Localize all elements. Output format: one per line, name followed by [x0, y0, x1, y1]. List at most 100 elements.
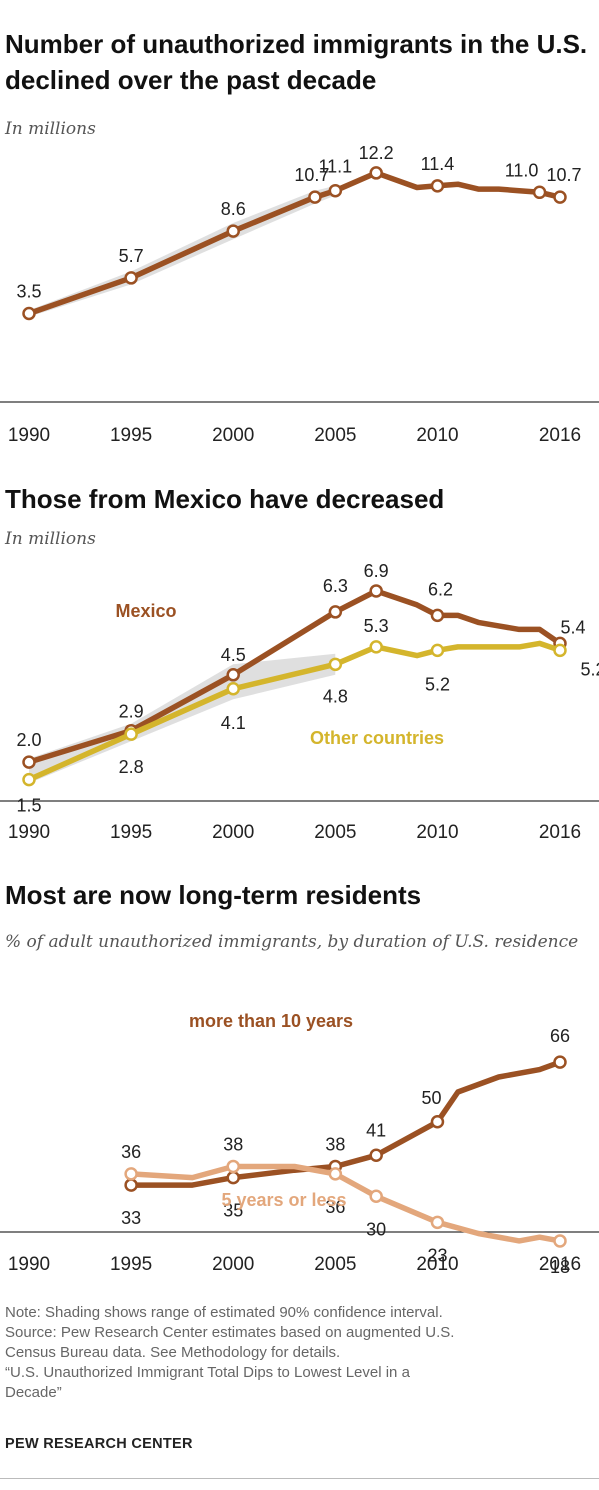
- chart-2-subtitle: In millions: [5, 529, 96, 549]
- series-line-long_term: [128, 1059, 563, 1188]
- x-tick-label: 2000: [212, 425, 254, 446]
- data-point-total: [226, 224, 240, 238]
- chart-2-title: Those from Mexico have decreased: [5, 484, 445, 514]
- data-point-other: [226, 682, 240, 696]
- x-tick-label: 2010: [416, 1254, 458, 1275]
- chart-3-duration: 1990 1995 2000 2005 2010 2016 33 35 38 41 50 66 more…: [0, 1011, 599, 1277]
- data-point-short_term: [553, 1234, 567, 1248]
- data-label-other: 1.5: [16, 796, 41, 816]
- data-label-total: 5.7: [119, 246, 144, 266]
- data-label-total: 10.7: [294, 165, 329, 185]
- data-point-short_term: [226, 1159, 240, 1174]
- data-point-long_term: [430, 1115, 445, 1129]
- data-label-other: 5.3: [364, 616, 389, 636]
- data-point-short_term: [430, 1215, 445, 1230]
- x-tick-label: 1990: [8, 1254, 50, 1275]
- footnotes: Note: Shading shows range of estimated 9…: [5, 1303, 590, 1403]
- data-label-short_term: 36: [325, 1197, 345, 1217]
- data-point-other: [22, 772, 36, 787]
- x-tick-label: 2000: [212, 822, 254, 843]
- data-label-short_term: 38: [223, 1134, 243, 1154]
- data-point-total: [124, 271, 138, 285]
- data-label-short_term: 18: [550, 1257, 570, 1277]
- x-tick-label: 1995: [110, 822, 152, 843]
- report-title-line-2: Decade”: [5, 1384, 62, 1401]
- data-label-short_term: 23: [427, 1245, 447, 1265]
- chart-1-total: 1990 1995 2000 2005 2010 20163.55.78.610.711.…: [0, 143, 599, 446]
- data-label-mexico: 5.4: [560, 617, 585, 637]
- data-label-total: 3.5: [16, 281, 41, 301]
- data-label-total: 11.4: [421, 154, 455, 174]
- data-point-short_term: [124, 1167, 138, 1181]
- series-name-long_term: more than 10 years: [189, 1011, 353, 1031]
- data-point-mexico: [22, 755, 36, 769]
- series-name-short_term: 5 years or less: [221, 1190, 346, 1210]
- note-text: Note: Shading shows range of estimated 9…: [5, 1304, 443, 1321]
- series-line-total: [26, 170, 563, 317]
- confidence-band: [29, 653, 336, 784]
- data-point-long_term: [226, 1170, 240, 1185]
- data-label-long_term: 50: [421, 1088, 441, 1108]
- data-label-total: 11.1: [318, 157, 352, 177]
- data-label-long_term: 66: [550, 1026, 570, 1046]
- data-label-other: 2.8: [119, 757, 144, 777]
- data-point-total: [532, 185, 547, 200]
- brand-label: PEW RESEARCH CENTER: [5, 1436, 193, 1452]
- data-label-long_term: 35: [223, 1201, 243, 1221]
- x-tick-label: 1990: [8, 822, 50, 843]
- x-tick-label: 1995: [110, 1254, 152, 1275]
- data-label-long_term: 38: [325, 1134, 345, 1154]
- chart-2-by-origin: 1990 1995 2000 2005 2010 2016 2.0 2.9 4.5 6.3 6.9 6…: [0, 561, 599, 843]
- data-point-total: [308, 190, 322, 204]
- series-name-other: Other countries: [310, 728, 444, 748]
- source-text-line-1: Source: Pew Research Center estimates ba…: [5, 1324, 455, 1341]
- data-label-long_term: 33: [121, 1208, 141, 1228]
- data-label-other: 4.8: [323, 686, 348, 706]
- chart-1-subtitle: In millions: [5, 119, 96, 139]
- data-point-other: [328, 657, 343, 672]
- data-point-total: [553, 190, 567, 204]
- data-label-short_term: 30: [366, 1219, 386, 1239]
- data-label-mexico: 6.2: [428, 579, 453, 599]
- data-point-total: [430, 179, 445, 193]
- data-label-mexico: 6.3: [323, 576, 348, 596]
- data-label-mexico: 6.9: [364, 561, 389, 581]
- report-title-line-1: “U.S. Unauthorized Immigrant Total Dips …: [5, 1364, 410, 1381]
- bottom-divider: [0, 1478, 599, 1479]
- series-name-mexico: Mexico: [115, 601, 176, 621]
- data-point-other: [124, 727, 138, 741]
- data-point-other: [369, 640, 383, 654]
- data-point-long_term: [124, 1178, 138, 1192]
- data-label-other: 5.2: [425, 674, 450, 694]
- data-label-other: 5.2: [580, 659, 599, 679]
- x-tick-label: 2010: [416, 822, 458, 843]
- data-label-mexico: 2.9: [119, 702, 144, 722]
- data-label-short_term: 36: [121, 1142, 141, 1162]
- data-label-long_term: 41: [366, 1120, 386, 1140]
- data-label-mexico: 4.5: [221, 645, 246, 665]
- data-point-mexico: [369, 584, 383, 598]
- x-tick-label: 2016: [539, 822, 581, 843]
- x-tick-label: 1995: [110, 425, 152, 446]
- x-tick-label: 2016: [539, 1254, 581, 1275]
- data-point-long_term: [553, 1055, 567, 1069]
- data-label-total: 12.2: [359, 143, 394, 163]
- source-text-line-2: Census Bureau data. See Methodology for …: [5, 1344, 341, 1361]
- data-point-total: [22, 306, 36, 321]
- data-point-short_term: [369, 1189, 383, 1203]
- data-point-long_term: [369, 1148, 383, 1163]
- data-point-mexico: [226, 668, 240, 682]
- data-point-short_term: [328, 1167, 343, 1181]
- x-tick-label: 2005: [314, 822, 356, 843]
- data-label-total: 11.0: [505, 160, 539, 180]
- data-point-other: [553, 643, 567, 658]
- x-tick-label: 1990: [8, 425, 50, 446]
- data-label-total: 8.6: [221, 199, 246, 219]
- x-tick-label: 2016: [539, 425, 581, 446]
- chart-1-title: Number of unauthorized immigrants in the…: [5, 29, 588, 95]
- x-tick-label: 2005: [314, 1254, 356, 1275]
- data-label-total: 10.7: [546, 165, 581, 185]
- x-tick-label: 2000: [212, 1254, 254, 1275]
- data-point-total: [369, 166, 383, 180]
- data-point-other: [430, 643, 445, 658]
